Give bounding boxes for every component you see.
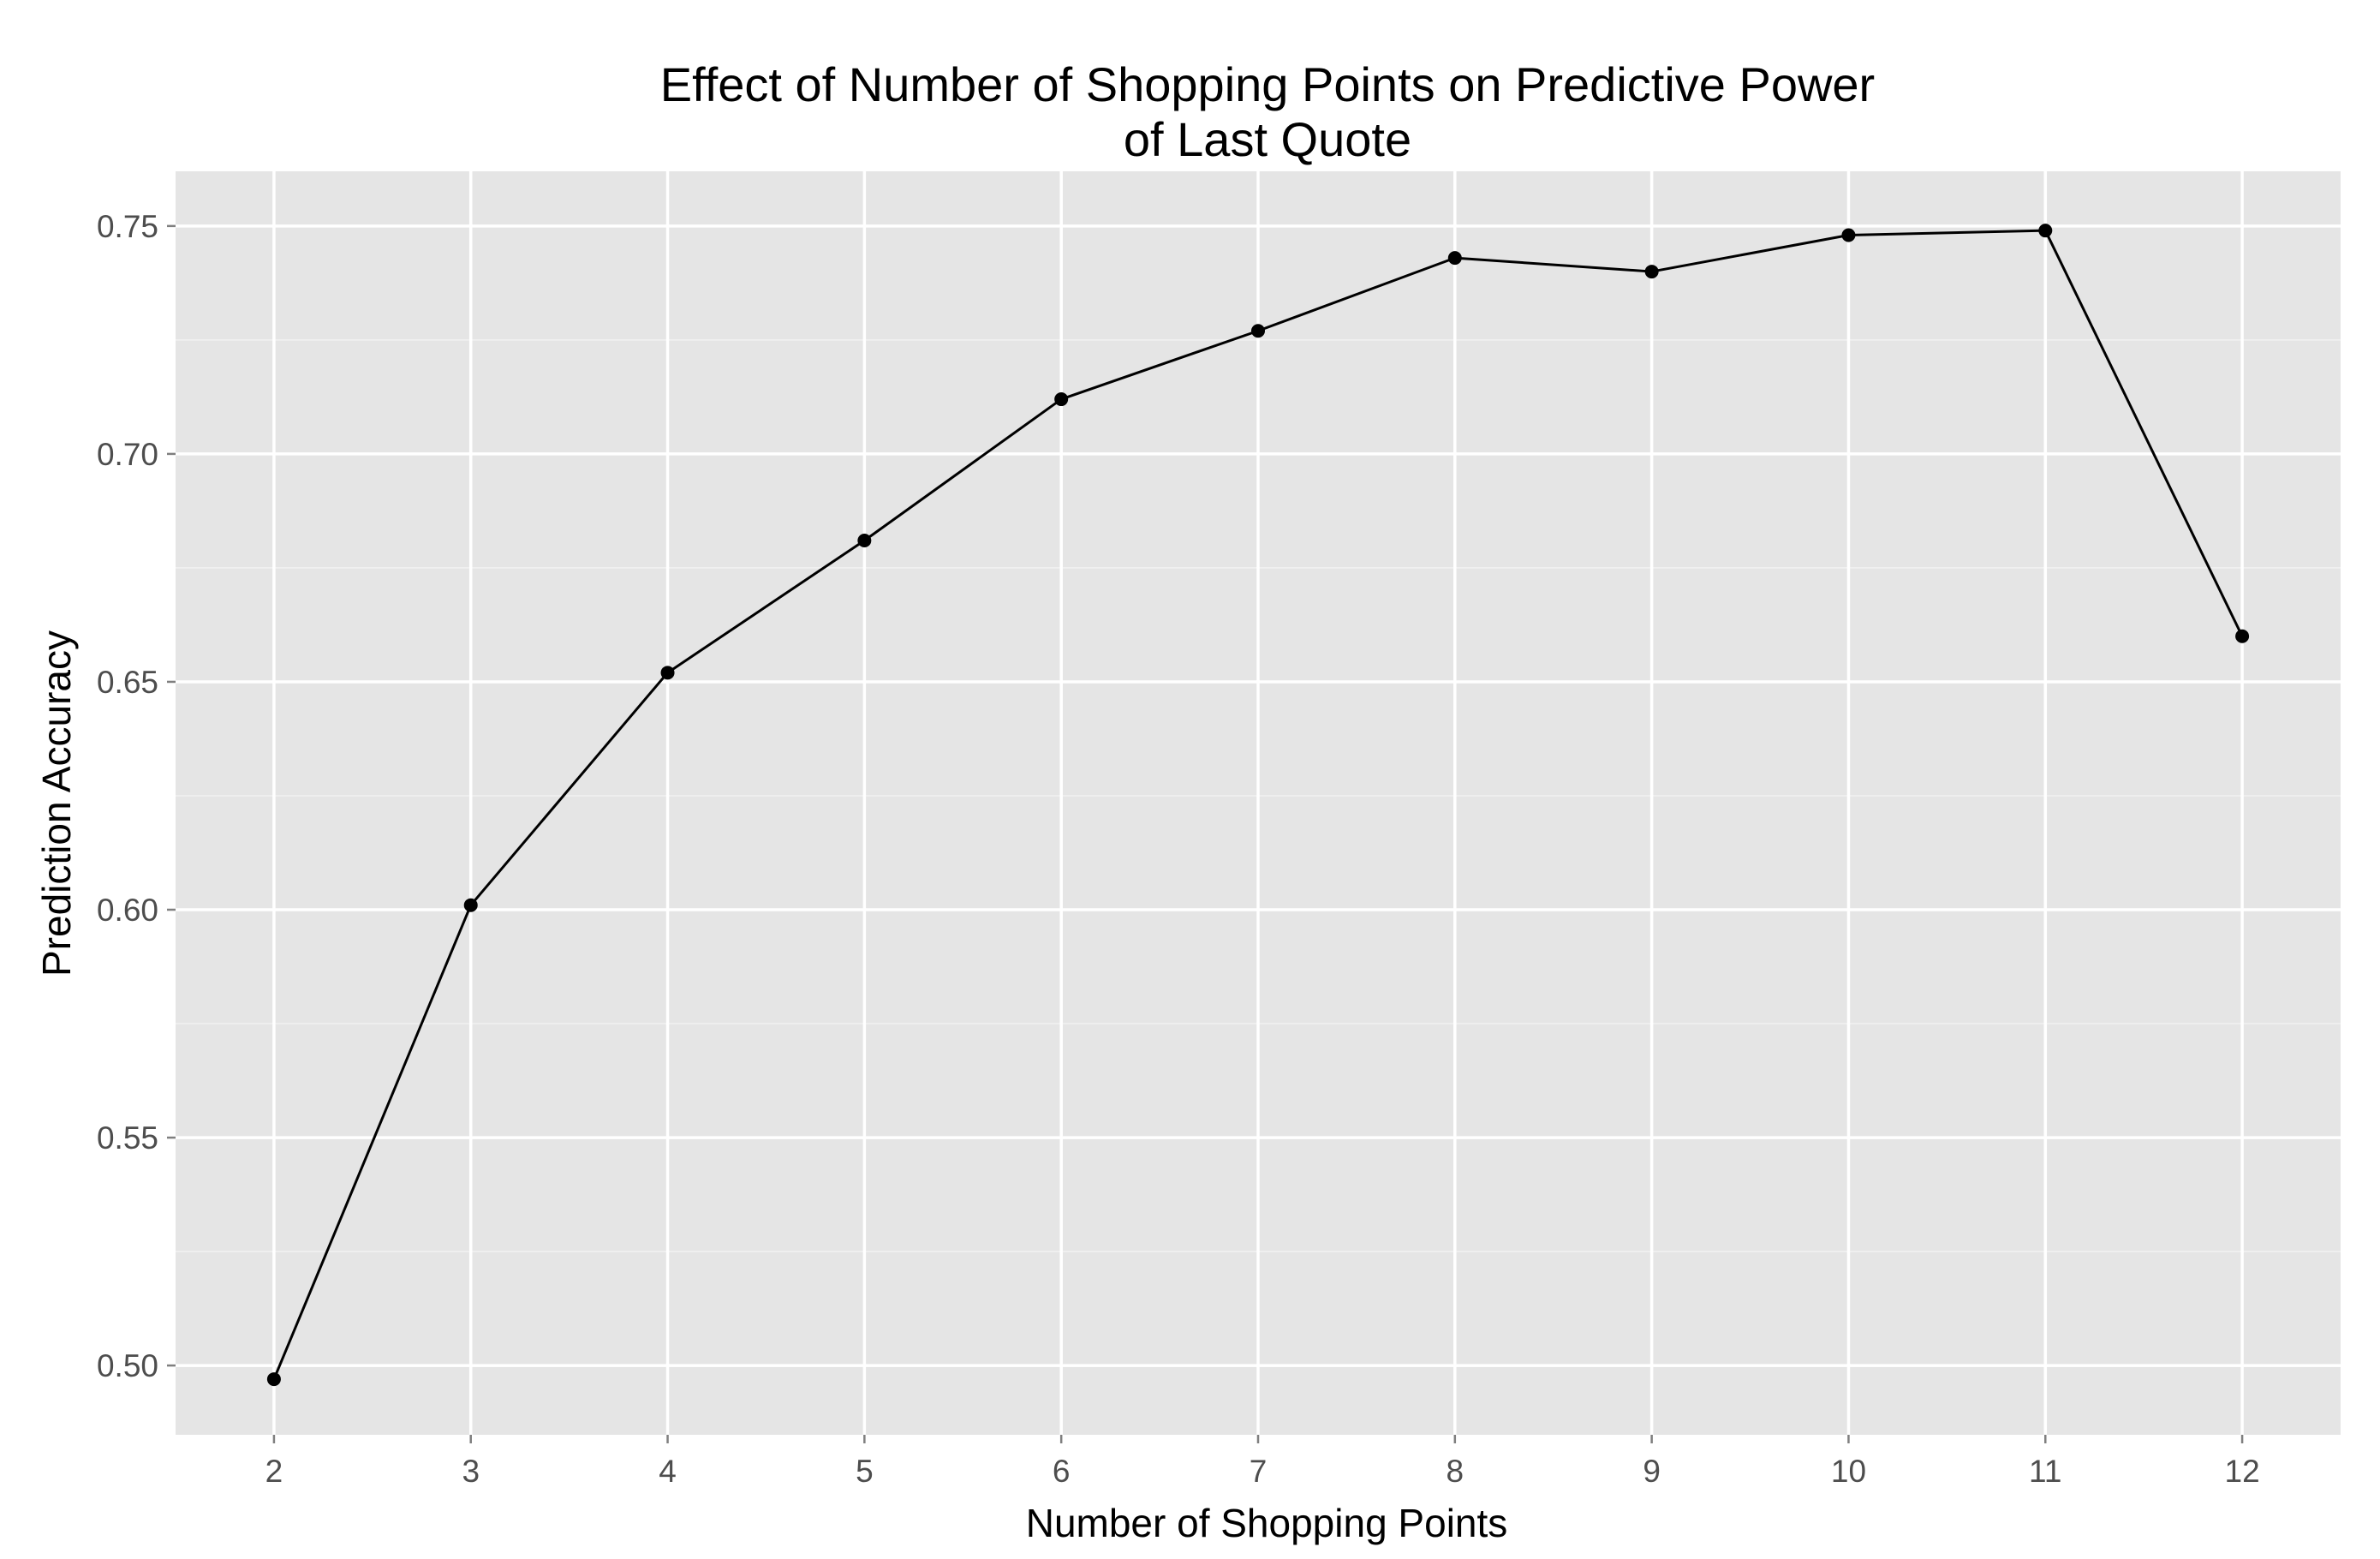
- y-tick-label: 0.55: [97, 1120, 158, 1156]
- chart-title-line-2: of Last Quote: [1124, 112, 1411, 166]
- x-tick-label: 11: [2029, 1454, 2061, 1489]
- data-point: [660, 666, 675, 680]
- x-tick-label: 6: [1053, 1454, 1071, 1489]
- data-points: [266, 224, 2250, 1387]
- y-tick-label: 0.50: [97, 1348, 158, 1383]
- data-point: [266, 1372, 281, 1387]
- data-point: [2038, 224, 2053, 238]
- x-axis-tick-labels: 2 3 4 5 6 7 8 9 10 11 12: [265, 1454, 2260, 1489]
- data-point: [1644, 265, 1659, 279]
- y-tick-label: 0.60: [97, 893, 158, 928]
- x-tick-label: 9: [1643, 1454, 1661, 1489]
- x-tick-label: 12: [2225, 1454, 2260, 1489]
- chart-title: Effect of Number of Shopping Points on P…: [660, 57, 1875, 111]
- data-point: [857, 534, 872, 548]
- x-tick-label: 3: [462, 1454, 480, 1489]
- major-gridlines: [176, 171, 2341, 1435]
- data-point: [2235, 629, 2250, 643]
- data-point: [1054, 392, 1069, 407]
- x-tick-label: 10: [1831, 1454, 1866, 1489]
- x-tick-label: 2: [265, 1454, 283, 1489]
- x-tick-label: 7: [1250, 1454, 1268, 1489]
- data-point: [1251, 324, 1265, 338]
- x-tick-label: 5: [856, 1454, 874, 1489]
- axis-ticks: [167, 224, 2244, 1443]
- y-tick-label: 0.75: [97, 209, 158, 244]
- x-axis-label: Number of Shopping Points: [1026, 1501, 1508, 1545]
- y-tick-label: 0.70: [97, 437, 158, 472]
- x-tick-label: 4: [659, 1454, 677, 1489]
- data-point: [1447, 251, 1462, 266]
- y-tick-label: 0.65: [97, 665, 158, 700]
- data-point: [463, 898, 478, 912]
- y-axis-tick-labels: 0.50 0.55 0.60 0.65 0.70 0.75: [97, 209, 158, 1383]
- x-tick-label: 8: [1446, 1454, 1464, 1489]
- y-axis-label: Prediction Accuracy: [34, 630, 79, 977]
- data-point: [1841, 228, 1856, 242]
